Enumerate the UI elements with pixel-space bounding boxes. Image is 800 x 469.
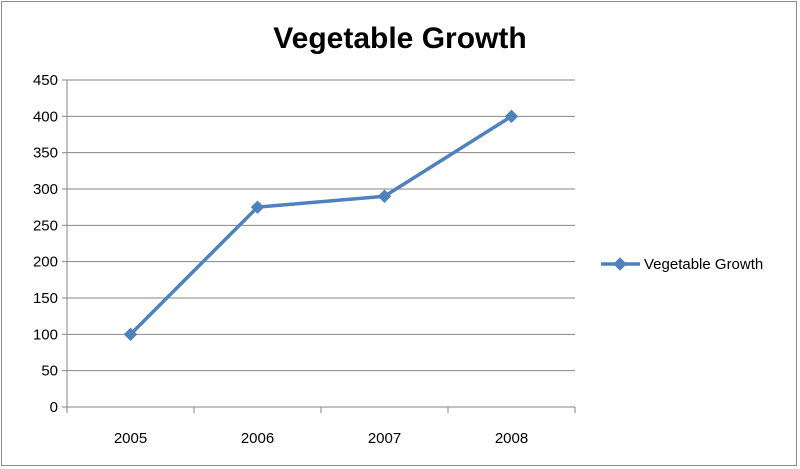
chart-title: Vegetable Growth bbox=[273, 22, 526, 55]
y-tick-label: 400 bbox=[33, 108, 58, 125]
legend: Vegetable Growth bbox=[601, 256, 763, 273]
y-tick-label: 50 bbox=[41, 363, 58, 380]
x-tick-label: 2005 bbox=[114, 430, 147, 447]
x-tick-label: 2006 bbox=[241, 430, 274, 447]
y-tick-label: 350 bbox=[33, 145, 58, 162]
y-tick-label: 100 bbox=[33, 326, 58, 343]
y-tick-label: 150 bbox=[33, 290, 58, 307]
legend-label: Vegetable Growth bbox=[644, 256, 763, 273]
data-point-marker bbox=[250, 200, 265, 214]
gridlines bbox=[67, 79, 575, 372]
x-tick-label: 2007 bbox=[368, 430, 401, 447]
data-point-marker bbox=[377, 189, 392, 203]
y-tick-label: 300 bbox=[33, 181, 58, 198]
legend-marker bbox=[613, 257, 627, 271]
y-tick-label: 0 bbox=[50, 399, 58, 416]
y-tick-label: 450 bbox=[33, 72, 58, 89]
y-tick-label: 250 bbox=[33, 217, 58, 234]
axes: 0 50 100 150 200 250 300 350 400 450 2005 2006 2007 2… bbox=[33, 72, 576, 447]
data-point-marker bbox=[504, 109, 519, 124]
series-line bbox=[129, 114, 513, 336]
x-tick-label: 2008 bbox=[495, 430, 528, 447]
y-tick-label: 200 bbox=[33, 254, 58, 271]
series-layer bbox=[123, 109, 519, 342]
data-point-marker bbox=[123, 327, 138, 342]
